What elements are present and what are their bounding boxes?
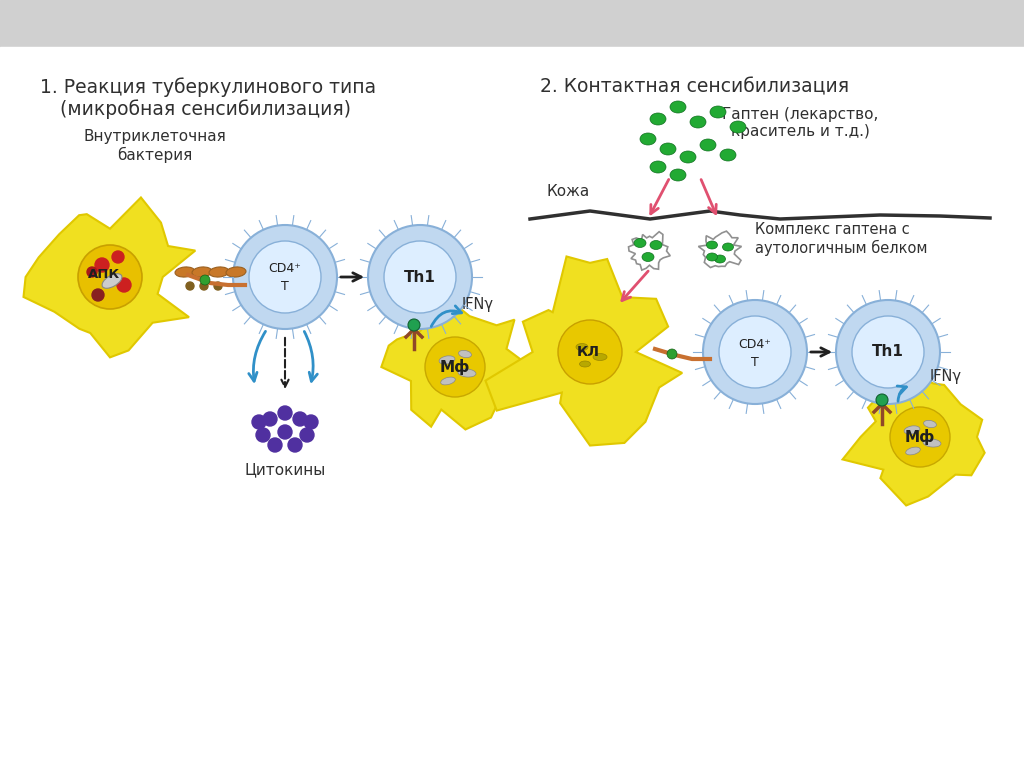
Text: Th1: Th1: [404, 269, 436, 285]
Circle shape: [186, 282, 194, 290]
Ellipse shape: [642, 252, 654, 262]
Ellipse shape: [707, 253, 718, 261]
Text: Цитокины: Цитокины: [245, 462, 326, 477]
Circle shape: [300, 428, 314, 442]
Ellipse shape: [440, 377, 456, 385]
Circle shape: [719, 316, 791, 388]
Circle shape: [249, 241, 321, 313]
Circle shape: [268, 438, 282, 452]
Ellipse shape: [723, 243, 733, 251]
Ellipse shape: [634, 239, 646, 248]
Circle shape: [256, 428, 270, 442]
Ellipse shape: [580, 361, 591, 367]
Circle shape: [558, 320, 622, 384]
Circle shape: [293, 412, 307, 426]
Ellipse shape: [650, 113, 666, 125]
Circle shape: [233, 225, 337, 329]
Ellipse shape: [175, 267, 195, 277]
Circle shape: [92, 289, 104, 301]
Polygon shape: [485, 256, 682, 446]
Circle shape: [200, 275, 210, 285]
Ellipse shape: [710, 106, 726, 118]
Ellipse shape: [660, 143, 676, 155]
Ellipse shape: [690, 116, 706, 128]
Text: CD4⁺: CD4⁺: [268, 262, 301, 275]
Circle shape: [703, 300, 807, 404]
Ellipse shape: [593, 354, 607, 360]
Ellipse shape: [640, 133, 656, 145]
Ellipse shape: [715, 255, 725, 263]
Ellipse shape: [459, 351, 471, 357]
Ellipse shape: [904, 426, 920, 434]
Text: IFNγ: IFNγ: [462, 298, 494, 312]
Ellipse shape: [226, 267, 246, 277]
Bar: [0, 0, 1024, 47]
Circle shape: [263, 412, 278, 426]
Circle shape: [112, 251, 124, 263]
Text: Внутриклеточная
бактерия: Внутриклеточная бактерия: [84, 129, 226, 163]
Ellipse shape: [720, 149, 736, 161]
Ellipse shape: [680, 151, 696, 163]
Polygon shape: [629, 232, 671, 270]
Circle shape: [214, 282, 222, 290]
Ellipse shape: [193, 267, 212, 277]
Circle shape: [200, 282, 208, 290]
Text: CD4⁺: CD4⁺: [738, 337, 771, 351]
Ellipse shape: [670, 169, 686, 181]
Text: Мф: Мф: [905, 429, 935, 445]
Text: IFNγ: IFNγ: [930, 370, 962, 384]
Polygon shape: [698, 231, 741, 268]
Circle shape: [667, 349, 677, 359]
Circle shape: [890, 407, 950, 467]
Ellipse shape: [670, 101, 686, 113]
Circle shape: [78, 245, 142, 309]
Circle shape: [304, 415, 318, 429]
Text: 2. Контактная сенсибилизация: 2. Контактная сенсибилизация: [540, 77, 849, 96]
Text: T: T: [752, 355, 759, 368]
Circle shape: [288, 438, 302, 452]
Polygon shape: [24, 197, 196, 357]
Ellipse shape: [730, 121, 746, 133]
Circle shape: [425, 337, 485, 397]
Ellipse shape: [575, 344, 588, 351]
Polygon shape: [381, 295, 530, 430]
Ellipse shape: [209, 267, 229, 277]
Ellipse shape: [905, 447, 921, 455]
Circle shape: [252, 415, 266, 429]
Ellipse shape: [458, 369, 476, 377]
Circle shape: [368, 225, 472, 329]
Text: T: T: [282, 281, 289, 294]
Circle shape: [117, 278, 131, 292]
Circle shape: [836, 300, 940, 404]
Ellipse shape: [102, 274, 122, 288]
Ellipse shape: [439, 356, 455, 364]
Circle shape: [852, 316, 924, 388]
Text: Th1: Th1: [872, 344, 904, 360]
Text: Мф: Мф: [440, 359, 470, 375]
Circle shape: [87, 267, 97, 277]
Circle shape: [278, 406, 292, 420]
Text: КЛ: КЛ: [577, 345, 599, 359]
Circle shape: [95, 258, 109, 272]
Circle shape: [876, 394, 888, 406]
Text: Комплекс гаптена с
аутологичным белком: Комплекс гаптена с аутологичным белком: [755, 222, 928, 256]
Circle shape: [384, 241, 456, 313]
Circle shape: [278, 425, 292, 439]
Ellipse shape: [650, 241, 662, 249]
Circle shape: [408, 319, 420, 331]
Text: 1. Реакция туберкулинового типа: 1. Реакция туберкулинового типа: [40, 77, 376, 97]
Ellipse shape: [923, 439, 941, 447]
Ellipse shape: [700, 139, 716, 151]
Ellipse shape: [650, 161, 666, 173]
Text: (микробная сенсибилизация): (микробная сенсибилизация): [60, 99, 351, 119]
Polygon shape: [843, 370, 985, 505]
Text: Гаптен (лекарство,
краситель и т.д.): Гаптен (лекарство, краситель и т.д.): [722, 107, 879, 140]
Ellipse shape: [707, 241, 718, 249]
Text: АПК: АПК: [88, 268, 120, 281]
Text: Кожа: Кожа: [547, 184, 590, 199]
Ellipse shape: [924, 420, 936, 428]
